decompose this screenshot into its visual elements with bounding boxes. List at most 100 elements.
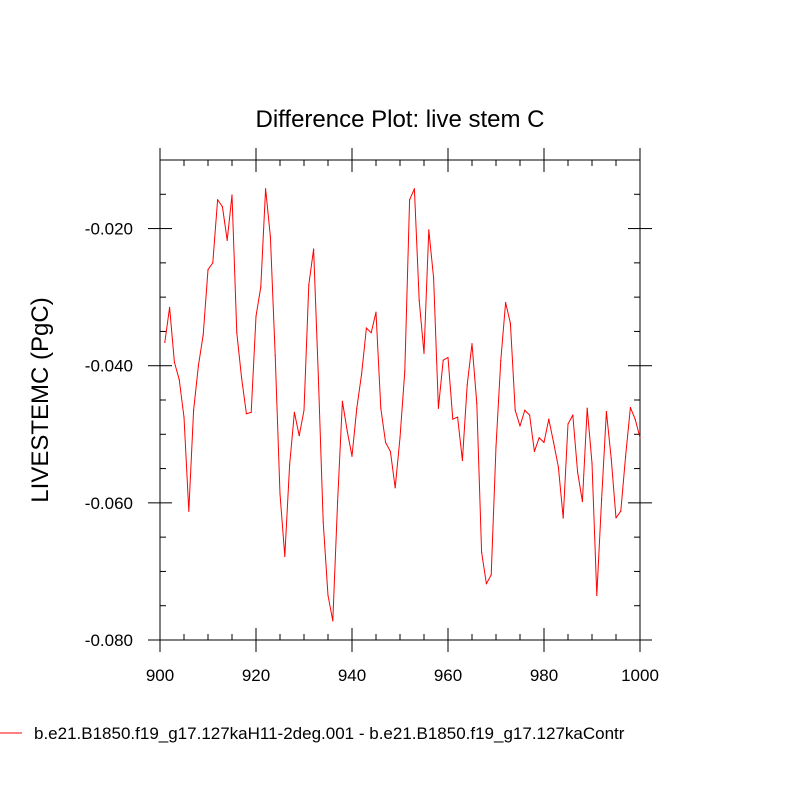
data-point xyxy=(548,418,550,420)
data-point xyxy=(447,356,449,359)
data-point xyxy=(313,248,315,250)
data-point xyxy=(418,299,420,302)
data-point xyxy=(375,311,377,313)
data-point xyxy=(500,359,502,361)
data-point xyxy=(255,315,257,317)
data-point xyxy=(245,413,247,415)
data-point xyxy=(404,370,406,372)
x-tick-label: 940 xyxy=(338,666,366,685)
data-point xyxy=(529,414,531,416)
data-point xyxy=(169,306,171,309)
data-point xyxy=(202,334,204,336)
data-point xyxy=(399,437,401,439)
x-tick-label: 920 xyxy=(242,666,270,685)
data-point xyxy=(433,277,435,279)
data-point xyxy=(250,411,252,413)
data-point xyxy=(346,430,348,432)
data-point xyxy=(490,574,492,576)
data-point xyxy=(562,517,564,519)
data-point xyxy=(442,359,444,361)
data-point xyxy=(317,377,319,379)
data-point xyxy=(332,620,334,622)
data-point xyxy=(231,194,233,196)
legend: b.e21.B1850.f19_g17.127kaH11-2deg.001 - … xyxy=(0,724,625,743)
y-tick-label: -0.080 xyxy=(85,631,133,650)
chart-title: Difference Plot: live stem C xyxy=(256,106,545,133)
data-point xyxy=(413,188,415,190)
data-point xyxy=(217,199,219,201)
data-point xyxy=(495,446,497,448)
data-point xyxy=(207,269,209,271)
data-point xyxy=(514,409,516,411)
data-point xyxy=(557,466,560,468)
data-point xyxy=(428,229,430,231)
data-point xyxy=(639,437,641,439)
data-point xyxy=(605,411,608,413)
data-point xyxy=(610,457,612,459)
data-point xyxy=(471,343,473,345)
data-point xyxy=(409,199,411,201)
data-point xyxy=(293,411,295,413)
data-point xyxy=(625,455,627,457)
data-point xyxy=(269,236,271,238)
data-point xyxy=(284,555,286,557)
data-point xyxy=(452,418,454,420)
data-point xyxy=(543,441,545,444)
legend-label: b.e21.B1850.f19_g17.127kaH11-2deg.001 - … xyxy=(34,724,625,743)
y-tick-label: -0.060 xyxy=(85,494,133,513)
x-tick-label: 900 xyxy=(146,666,174,685)
data-point xyxy=(466,384,468,386)
data-point xyxy=(581,500,584,503)
data-point xyxy=(533,450,536,453)
data-point xyxy=(236,332,238,334)
data-point xyxy=(173,361,175,363)
data-point xyxy=(591,462,593,464)
data-point xyxy=(505,302,507,304)
data-point xyxy=(596,594,598,597)
data-point xyxy=(226,239,228,241)
data-point xyxy=(303,409,305,411)
data-point xyxy=(509,322,511,324)
y-tick-label: -0.020 xyxy=(85,220,133,239)
data-point xyxy=(634,418,636,420)
data-point xyxy=(322,521,324,523)
data-point xyxy=(437,407,439,409)
data-point xyxy=(524,409,526,411)
data-point xyxy=(193,409,195,411)
data-point xyxy=(457,416,459,418)
data-point xyxy=(423,352,425,354)
data-point xyxy=(476,402,478,405)
data-point xyxy=(356,407,358,409)
plot-frame xyxy=(159,159,641,641)
data-point xyxy=(485,583,487,585)
data-point xyxy=(629,406,632,409)
data-point xyxy=(164,341,166,343)
data-point xyxy=(389,450,391,453)
data-point xyxy=(361,373,363,375)
data-point xyxy=(385,441,387,444)
data-point xyxy=(178,378,180,381)
data-point xyxy=(461,459,463,461)
y-axis-label: LIVESTEMC (PgC) xyxy=(27,297,54,502)
data-point xyxy=(308,284,310,286)
data-point xyxy=(188,510,190,512)
data-point xyxy=(380,407,382,409)
x-tick-label: 960 xyxy=(434,666,462,685)
data-point xyxy=(538,437,540,439)
data-point xyxy=(341,400,343,402)
data-point xyxy=(337,500,339,503)
data-point xyxy=(481,551,483,553)
data-point xyxy=(351,455,353,457)
series-layer xyxy=(164,188,641,622)
data-point xyxy=(365,327,367,329)
data-point xyxy=(197,365,199,367)
data-point xyxy=(601,498,603,501)
data-point xyxy=(298,435,300,437)
data-point xyxy=(289,464,291,466)
x-tick-label: 1000 xyxy=(621,666,659,685)
data-point xyxy=(572,414,574,416)
data-point xyxy=(260,286,262,288)
series-line xyxy=(164,188,641,622)
data-point xyxy=(577,471,579,473)
